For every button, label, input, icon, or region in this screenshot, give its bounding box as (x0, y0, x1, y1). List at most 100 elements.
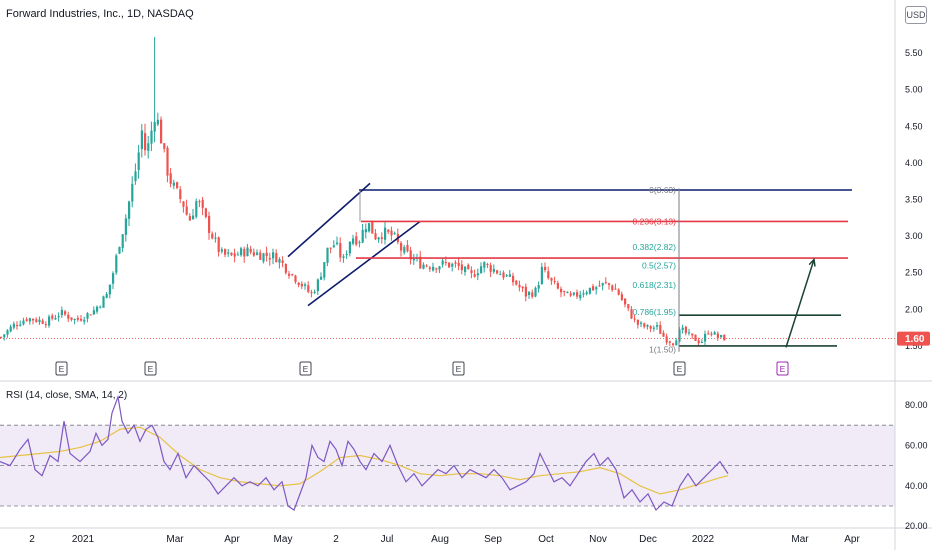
candle-body (713, 332, 716, 335)
candle-body (176, 182, 179, 188)
candle-body (422, 264, 425, 269)
candle-body (38, 319, 41, 323)
candle-body (681, 327, 684, 330)
time-tick-label: Sep (484, 534, 502, 545)
candle-body (566, 291, 569, 294)
candle-body (163, 143, 166, 149)
candle-body (617, 289, 620, 295)
earnings-marker-label: E (59, 364, 65, 374)
candle-body (284, 264, 287, 273)
candle-body (291, 274, 294, 276)
candle-body (73, 318, 76, 321)
candle-body (326, 247, 329, 263)
candle-body (387, 229, 390, 232)
candle-body (156, 119, 159, 125)
candle-body (51, 315, 54, 319)
candle-body (16, 324, 19, 326)
price-tick-label: 5.00 (905, 85, 923, 95)
candle-body (643, 323, 646, 327)
time-tick-label: Jul (381, 534, 394, 545)
candle-body (368, 223, 371, 232)
earnings-marker[interactable] (452, 361, 465, 376)
candle-body (108, 284, 111, 295)
candle-body (160, 119, 163, 144)
candle-body (569, 293, 572, 296)
candle-body (182, 201, 185, 207)
earnings-marker[interactable] (144, 361, 157, 376)
candle-body (393, 233, 396, 235)
last-price-label: 1.60 (905, 334, 925, 345)
candle-body (124, 218, 127, 235)
candle-body (230, 252, 233, 256)
candle-body (675, 340, 678, 346)
rsi-indicator-label[interactable]: RSI (14, close, SMA, 14, 2) (6, 390, 128, 401)
candle-body (512, 275, 515, 283)
candle-body (19, 324, 22, 326)
candle-body (44, 324, 47, 326)
candle-body (153, 122, 156, 132)
candle-body (473, 274, 476, 277)
price-tick-label: 2.50 (905, 268, 923, 278)
candle-body (409, 250, 412, 260)
candle-body (220, 249, 223, 252)
candle-body (134, 171, 137, 182)
candle-body (659, 325, 662, 334)
candle-body (460, 264, 463, 271)
candle-body (9, 326, 12, 332)
candle-body (684, 326, 687, 334)
candle-body (252, 252, 255, 256)
time-tick-label: Apr (224, 534, 240, 545)
earnings-marker[interactable] (776, 361, 789, 376)
candle-body (342, 256, 345, 258)
candle-body (707, 333, 710, 335)
candle-body (0, 336, 3, 338)
candle-body (268, 258, 271, 260)
candle-body (630, 309, 633, 319)
candle-body (435, 268, 438, 270)
candle-body (470, 270, 473, 274)
candle-body (640, 322, 643, 324)
time-tick-label: Nov (589, 534, 607, 545)
candle-body (496, 270, 499, 274)
last-price-tag[interactable] (897, 331, 930, 346)
candle-body (448, 262, 451, 268)
currency-button[interactable]: USD (905, 6, 927, 24)
candle-body (3, 334, 6, 338)
projection-arrow-head (808, 257, 816, 267)
time-tick-label: Aug (431, 534, 449, 545)
candle-body (41, 320, 44, 324)
earnings-marker[interactable] (299, 361, 312, 376)
candle-body (601, 283, 604, 286)
candle-body (403, 246, 406, 253)
candle-body (96, 306, 99, 312)
candle-body (636, 319, 639, 325)
rsi-tick-label: 80.00 (905, 400, 928, 410)
candle-body (198, 201, 201, 203)
candle-body (35, 319, 38, 322)
candle-body (80, 318, 83, 321)
candle-body (12, 323, 15, 328)
candle-body (656, 325, 659, 327)
candle-body (544, 266, 547, 271)
candle-body (598, 285, 601, 287)
candle-body (144, 133, 147, 151)
earnings-marker[interactable] (55, 361, 68, 376)
candle-body (355, 236, 358, 245)
candle-body (627, 304, 630, 309)
rsi-tick-label: 60.00 (905, 440, 928, 450)
earnings-marker-label: E (456, 364, 462, 374)
candle-body (505, 275, 508, 277)
candle-body (323, 262, 326, 278)
candle-body (537, 284, 540, 289)
fib-level-label: 0.618(2.31) (633, 280, 677, 290)
candle-body (582, 293, 585, 295)
candle-body (240, 248, 243, 256)
rising-channel-line (307, 220, 421, 307)
price-tick-label: 3.50 (905, 195, 923, 205)
candle-body (400, 243, 403, 251)
earnings-marker[interactable] (673, 361, 686, 376)
candle-body (406, 244, 409, 252)
candle-body (131, 183, 134, 202)
candle-body (76, 317, 79, 320)
